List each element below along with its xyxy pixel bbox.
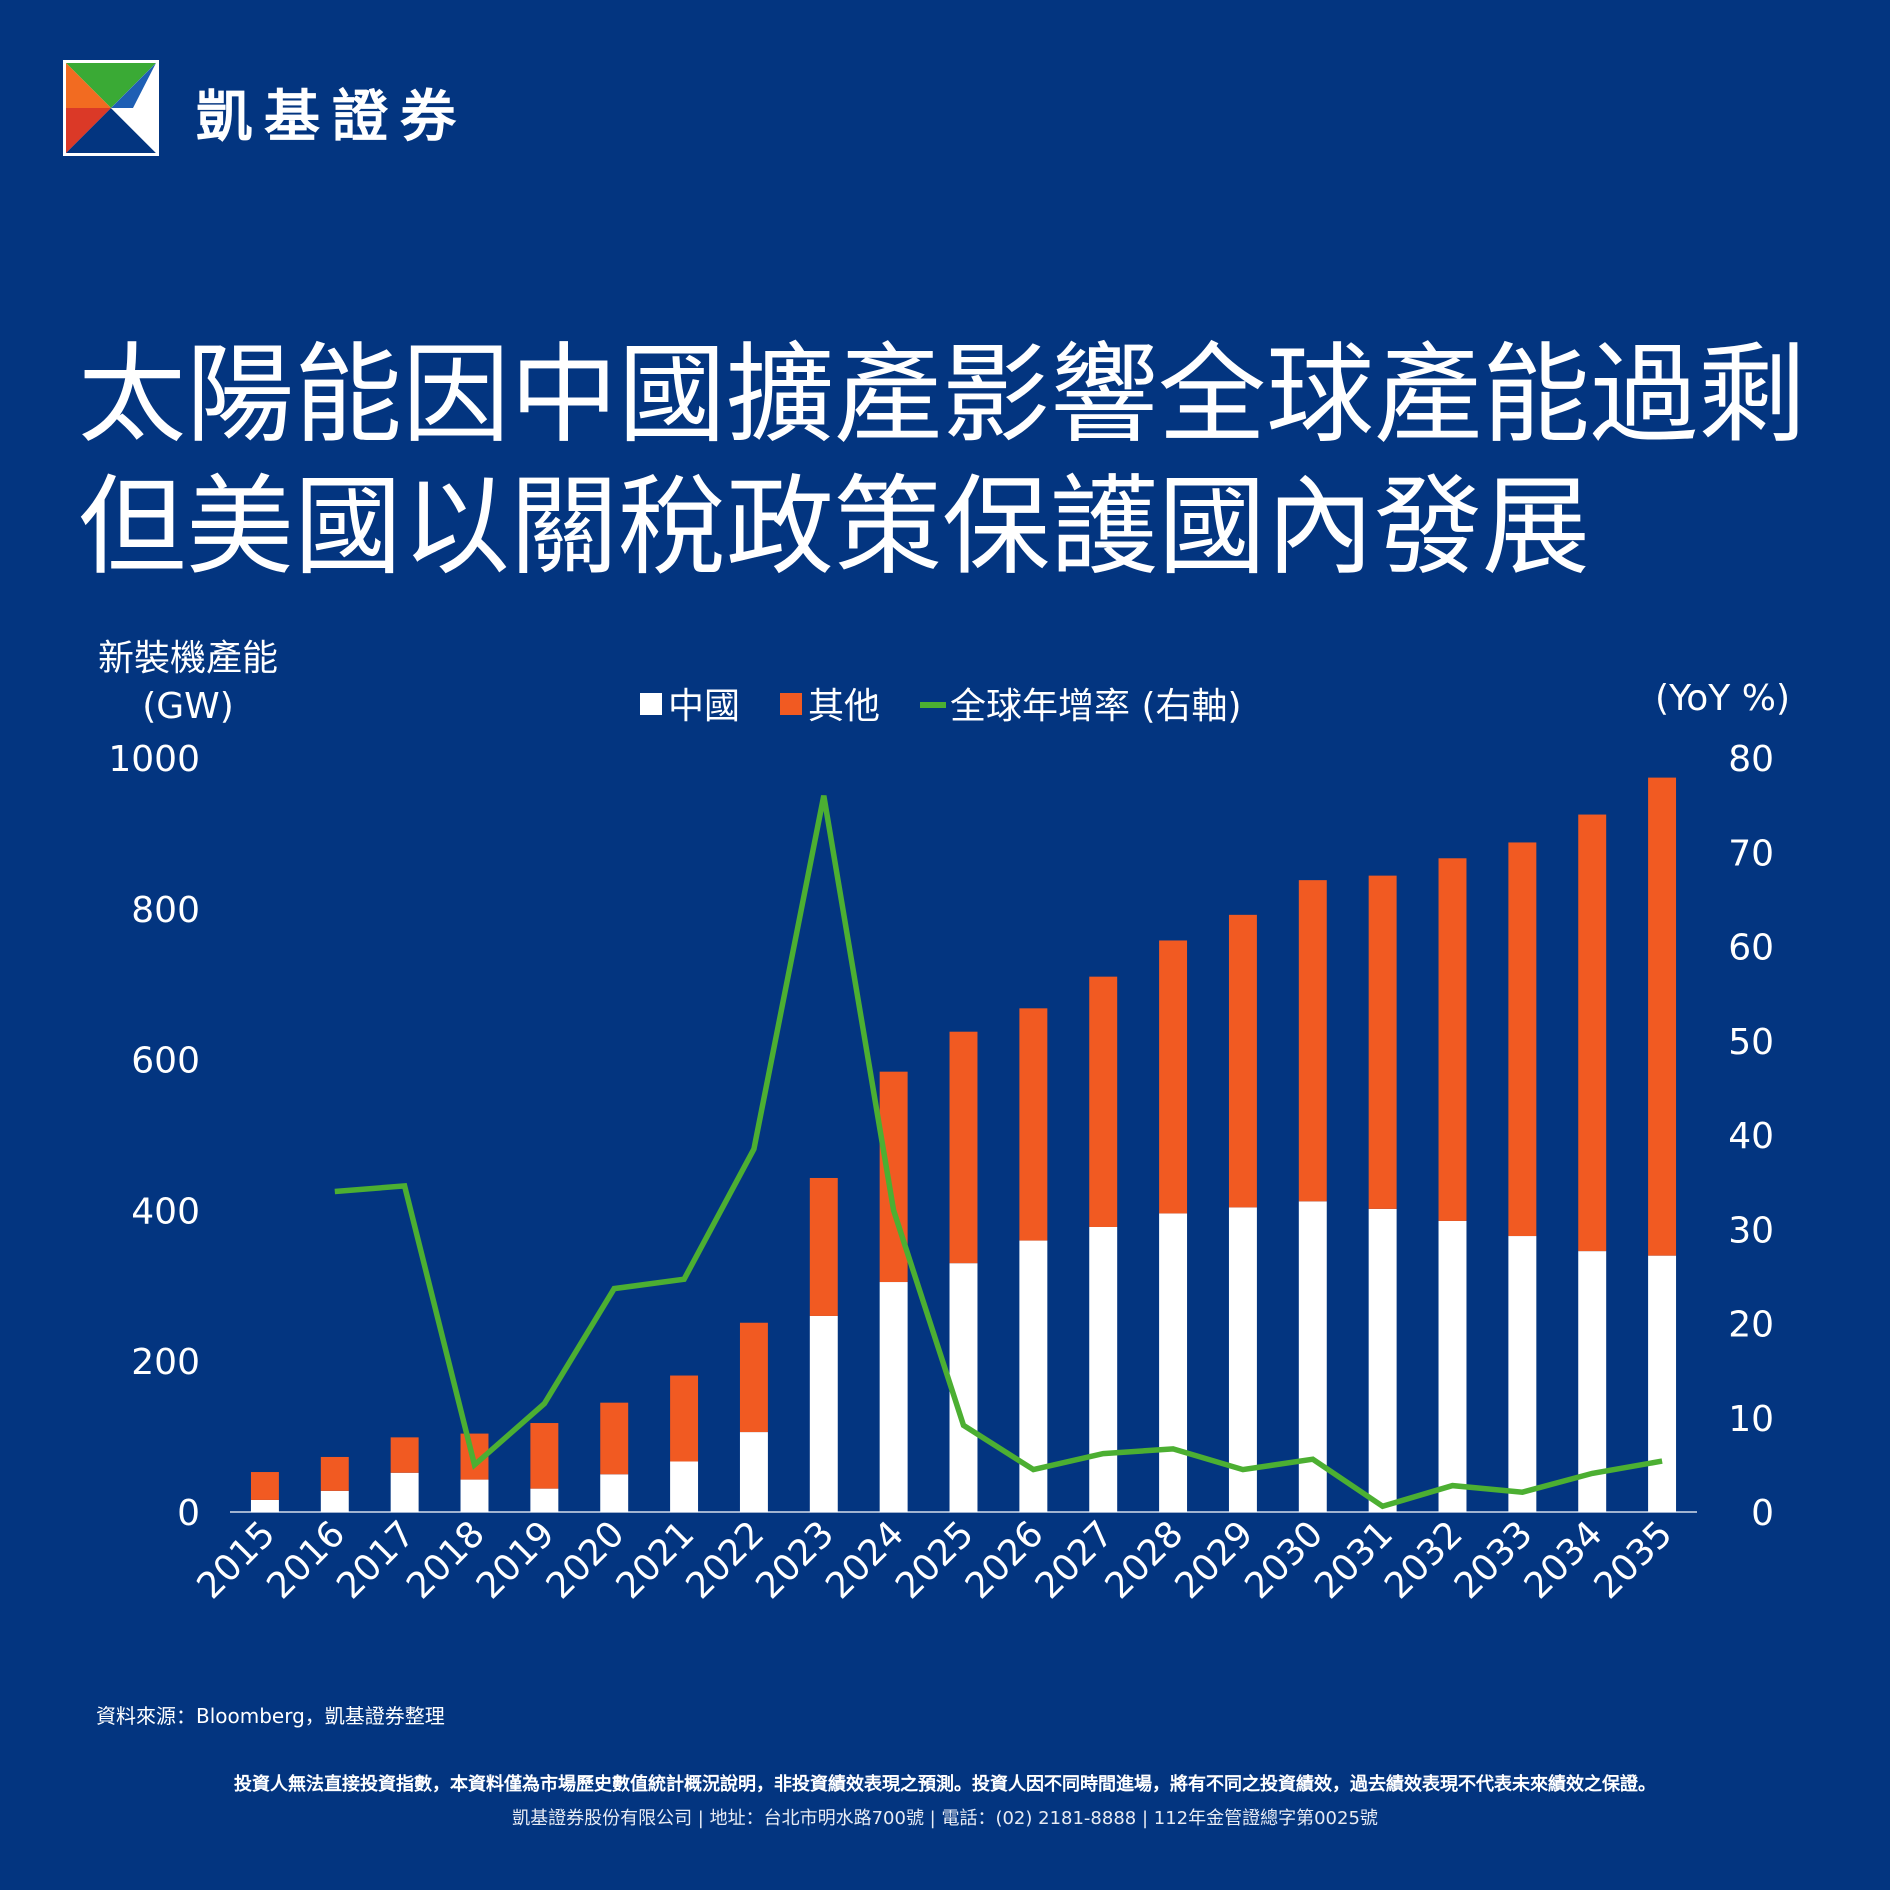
y-left-tick-label: 1000 <box>108 739 200 780</box>
bar-china-2023 <box>809 1315 838 1512</box>
x-tick-label: 2023 <box>748 1513 842 1607</box>
y-right-tick-label: 30 <box>1728 1210 1774 1251</box>
y-right-axis: 0 10 20 30 40 50 60 70 80 <box>1728 739 1774 1534</box>
bar-other-2021 <box>670 1375 699 1462</box>
x-tick-label: 2035 <box>1587 1513 1681 1607</box>
y-left-axis-title-2: (GW) <box>142 686 234 727</box>
bar-other-2030 <box>1298 880 1327 1202</box>
bar-other-2035 <box>1648 777 1677 1256</box>
stacked-bar-line-chart: 新裝機產能 (GW) (YoY %) 中國 其他 全球年增率 (右軸) 0200… <box>98 638 1790 1607</box>
title-line-2: 但美國以關稅政策保護國內發展 <box>78 465 1591 590</box>
y-right-tick-label: 70 <box>1728 833 1774 874</box>
y-right-tick-label: 60 <box>1728 928 1774 969</box>
bar-other-2023 <box>809 1177 838 1316</box>
bar-other-2031 <box>1368 875 1397 1209</box>
x-tick-label: 2020 <box>539 1513 633 1607</box>
bar-other-2028 <box>1159 940 1188 1214</box>
x-tick-label: 2031 <box>1307 1513 1401 1607</box>
y-right-tick-label: 0 <box>1751 1493 1774 1534</box>
bar-china-2020 <box>600 1474 629 1512</box>
bar-china-2027 <box>1089 1226 1118 1512</box>
x-tick-label: 2029 <box>1168 1513 1262 1607</box>
bar-china-2035 <box>1648 1255 1677 1512</box>
legend: 中國 其他 全球年增率 (右軸) <box>640 686 1242 727</box>
y-left-tick-label: 400 <box>131 1191 200 1232</box>
x-tick-label: 2028 <box>1098 1513 1192 1607</box>
growth-rate-line <box>334 795 1663 1510</box>
y-right-tick-label: 20 <box>1728 1305 1774 1346</box>
y-left-tick-label: 800 <box>131 890 200 931</box>
x-tick-label: 2034 <box>1517 1513 1611 1607</box>
bar-series <box>250 777 1677 1512</box>
x-tick-label: 2030 <box>1237 1513 1331 1607</box>
x-tick-label: 2016 <box>259 1513 353 1607</box>
bar-china-2017 <box>390 1472 419 1512</box>
y-left-tick-label: 600 <box>131 1041 200 1082</box>
bar-other-2024 <box>879 1071 908 1283</box>
x-tick-label: 2017 <box>329 1513 423 1607</box>
bar-china-2025 <box>949 1263 978 1512</box>
x-tick-label: 2025 <box>888 1513 982 1607</box>
bar-china-2033 <box>1508 1236 1537 1512</box>
disclaimer: 投資人無法直接投資指數，本資料僅為市場歷史數值統計概況說明，非投資績效表現之預測… <box>234 1774 1656 1795</box>
x-tick-label: 2015 <box>190 1513 284 1607</box>
bar-china-2022 <box>739 1432 768 1512</box>
bar-china-2018 <box>460 1479 489 1512</box>
bar-china-2015 <box>250 1499 279 1512</box>
y-right-axis-title: (YoY %) <box>1655 678 1790 719</box>
bar-china-2031 <box>1368 1208 1397 1512</box>
bar-other-2033 <box>1508 842 1537 1237</box>
company-info: 凱基證券股份有限公司 | 地址：台北市明水路700號 | 電話：(02) 218… <box>512 1808 1378 1829</box>
bar-other-2015 <box>250 1472 279 1500</box>
x-tick-label: 2024 <box>818 1513 912 1607</box>
y-right-tick-label: 50 <box>1728 1022 1774 1063</box>
bar-other-2019 <box>530 1423 559 1489</box>
kgi-logo-icon <box>63 60 159 156</box>
bar-china-2034 <box>1578 1251 1607 1512</box>
bar-other-2025 <box>949 1031 978 1264</box>
x-tick-label: 2021 <box>609 1513 703 1607</box>
y-right-tick-label: 80 <box>1728 739 1774 780</box>
x-tick-label: 2027 <box>1028 1513 1122 1607</box>
y-right-tick-label: 40 <box>1728 1116 1774 1157</box>
bar-other-2027 <box>1089 976 1118 1227</box>
bar-china-2021 <box>670 1461 699 1512</box>
bar-other-2016 <box>320 1456 349 1491</box>
source-note: 資料來源：Bloomberg，凱基證券整理 <box>96 1704 445 1728</box>
bar-other-2017 <box>390 1437 419 1473</box>
x-tick-label: 2032 <box>1377 1513 1471 1607</box>
x-axis: 2015201620172018201920202021202220232024… <box>190 1513 1681 1607</box>
legend-swatch-china <box>640 693 662 715</box>
y-left-tick-label: 200 <box>131 1342 200 1383</box>
bar-other-2034 <box>1578 814 1607 1252</box>
brand-name: 凱基證券 <box>196 85 468 150</box>
legend-label-other: 其他 <box>808 686 880 727</box>
bar-other-2032 <box>1438 858 1467 1221</box>
x-tick-label: 2022 <box>679 1513 773 1607</box>
x-tick-label: 2026 <box>958 1513 1052 1607</box>
y-right-tick-label: 10 <box>1728 1399 1774 1440</box>
legend-label-growth: 全球年增率 (右軸) <box>950 686 1242 727</box>
x-tick-label: 2018 <box>399 1513 493 1607</box>
growth-line-series <box>334 795 1663 1510</box>
page-title: 太陽能因中國擴產影響全球產能過剩 但美國以關稅政策保護國內發展 <box>78 330 1838 594</box>
bar-other-2029 <box>1228 914 1257 1208</box>
bar-china-2032 <box>1438 1220 1467 1512</box>
legend-swatch-other <box>780 693 802 715</box>
x-tick-label: 2019 <box>469 1513 563 1607</box>
bar-china-2024 <box>879 1282 908 1512</box>
x-tick-label: 2033 <box>1447 1513 1541 1607</box>
bar-other-2020 <box>600 1402 629 1475</box>
bar-china-2016 <box>320 1490 349 1512</box>
bar-china-2029 <box>1228 1207 1257 1512</box>
bar-china-2028 <box>1159 1213 1188 1512</box>
bar-other-2026 <box>1019 1008 1048 1241</box>
title-line-1: 太陽能因中國擴產影響全球產能過剩 <box>78 333 1807 458</box>
bar-china-2019 <box>530 1488 559 1512</box>
legend-label-china: 中國 <box>668 686 740 727</box>
y-left-tick-label: 0 <box>177 1493 200 1534</box>
y-left-axis: 0 200 400 600 800 1000 <box>108 739 200 1534</box>
bar-other-2022 <box>739 1322 768 1433</box>
y-left-axis-title-1: 新裝機產能 <box>98 638 278 679</box>
